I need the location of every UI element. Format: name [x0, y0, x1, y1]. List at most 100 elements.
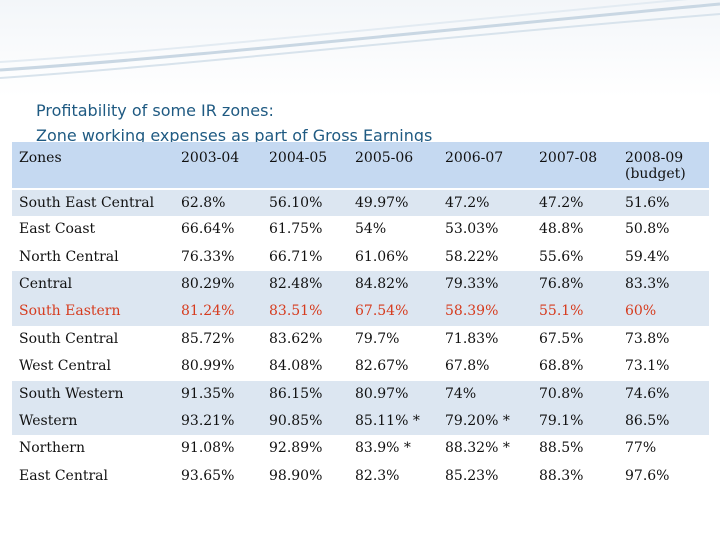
zone-name: Northern: [19, 440, 86, 457]
table-cell: 55.6%: [539, 248, 584, 265]
table-cell: 80.99%: [181, 358, 235, 375]
table-cell: 85.11% *: [355, 412, 420, 429]
table-cell: 80.29%: [181, 276, 235, 293]
table-row: East Central 93.65% 98.90% 82.3% 85.23% …: [12, 462, 709, 490]
table-cell: 83.9% *: [355, 440, 411, 457]
table-cell: 98.90%: [269, 467, 323, 484]
table-cell: 71.83%: [445, 330, 499, 347]
header-2006-07: 2006-07: [445, 150, 504, 166]
title-line-1: Profitability of some IR zones:: [36, 101, 274, 120]
table-cell: 47.2%: [445, 195, 490, 211]
table-row: South Western 91.35% 86.15% 80.97% 74% 7…: [12, 380, 709, 408]
table-cell: 74%: [445, 385, 477, 402]
table-row: Central 80.29% 82.48% 84.82% 79.33% 76.8…: [12, 271, 709, 299]
slide-title: Profitability of some IR zones: Zone wor…: [36, 98, 432, 148]
table-cell: 76.33%: [181, 248, 235, 265]
table-cell: 93.21%: [181, 412, 235, 429]
table-cell: 84.82%: [355, 276, 409, 293]
table-cell: 67.54%: [355, 303, 409, 320]
table-cell: 86.15%: [269, 385, 323, 402]
header-2003-04: 2003-04: [181, 150, 240, 166]
header-2005-06: 2005-06: [355, 150, 414, 166]
table-cell: 70.8%: [539, 385, 584, 402]
header-2004-05: 2004-05: [269, 150, 328, 166]
zone-name: South Western: [19, 385, 124, 402]
table-cell: 60%: [625, 303, 657, 320]
table-cell: 67.5%: [539, 330, 584, 347]
table-cell: 62.8%: [181, 195, 226, 211]
table-cell: 73.1%: [625, 358, 670, 375]
zone-name: East Coast: [19, 221, 96, 238]
table-cell: 68.8%: [539, 358, 584, 375]
table-cell: 59.4%: [625, 248, 670, 265]
table-cell: 53.03%: [445, 221, 499, 238]
zone-name: South Central: [19, 330, 119, 347]
zone-name: North Central: [19, 248, 119, 265]
table-cell: 82.3%: [355, 467, 400, 484]
table-cell: 79.7%: [355, 330, 400, 347]
table-row: South East Central 62.8% 56.10% 49.97% 4…: [12, 189, 709, 217]
zone-name: South Eastern: [19, 303, 121, 320]
table-cell: 88.3%: [539, 467, 584, 484]
table-cell: 85.23%: [445, 467, 499, 484]
table-cell: 91.35%: [181, 385, 235, 402]
table-cell: 79.33%: [445, 276, 499, 293]
table-header-row: Zones 2003-04 2004-05 2005-06 2006-07 20…: [12, 142, 709, 189]
table-cell: 90.85%: [269, 412, 323, 429]
table-cell: 81.24%: [181, 303, 235, 320]
table-row: Northern 91.08% 92.89% 83.9% * 88.32% * …: [12, 435, 709, 463]
table-cell: 91.08%: [181, 440, 235, 457]
table-cell: 73.8%: [625, 330, 670, 347]
zone-name: East Central: [19, 467, 108, 484]
decorative-swoosh: [0, 0, 720, 79]
zone-name: West Central: [19, 358, 111, 375]
table-cell: 76.8%: [539, 276, 584, 293]
table-cell: 77%: [625, 440, 657, 457]
profitability-table-container: Zones 2003-04 2004-05 2005-06 2006-07 20…: [12, 142, 709, 490]
zone-name: Central: [19, 276, 73, 293]
table-row: East Coast 66.64% 61.75% 54% 53.03% 48.8…: [12, 216, 709, 244]
table-cell: 50.8%: [625, 221, 670, 238]
header-2007-08: 2007-08: [539, 150, 598, 166]
header-zones: Zones: [19, 150, 62, 166]
table-cell: 49.97%: [355, 195, 409, 211]
table-row: Western 93.21% 90.85% 85.11% * 79.20% * …: [12, 407, 709, 436]
table-cell: 79.20% *: [445, 412, 510, 429]
table-cell: 88.32% *: [445, 440, 510, 457]
zone-name: Western: [19, 412, 78, 429]
table-cell: 86.5%: [625, 412, 670, 429]
table-cell: 56.10%: [269, 195, 323, 211]
table-cell: 82.48%: [269, 276, 323, 293]
table-cell: 82.67%: [355, 358, 409, 375]
table-cell: 66.71%: [269, 248, 323, 265]
table-cell: 55.1%: [539, 303, 584, 320]
table-cell: 54%: [355, 221, 387, 238]
table-cell: 93.65%: [181, 467, 235, 484]
table-cell: 61.06%: [355, 248, 409, 265]
table-row-highlighted: South Eastern 81.24% 83.51% 67.54% 58.39…: [12, 298, 709, 326]
header-2008-09: 2008-09 (budget): [625, 150, 686, 182]
table-cell: 83.3%: [625, 276, 670, 293]
table-cell: 83.51%: [269, 303, 323, 320]
zone-name: South East Central: [19, 195, 155, 211]
table-cell: 67.8%: [445, 358, 490, 375]
table-row: North Central 76.33% 66.71% 61.06% 58.22…: [12, 243, 709, 272]
table-cell: 58.39%: [445, 303, 499, 320]
table-cell: 85.72%: [181, 330, 235, 347]
table-cell: 58.22%: [445, 248, 499, 265]
table-cell: 80.97%: [355, 385, 409, 402]
table-cell: 74.6%: [625, 385, 670, 402]
table-cell: 97.6%: [625, 467, 670, 484]
table-cell: 83.62%: [269, 330, 323, 347]
table-cell: 61.75%: [269, 221, 323, 238]
table-cell: 92.89%: [269, 440, 323, 457]
profitability-table: Zones 2003-04 2004-05 2005-06 2006-07 20…: [12, 142, 709, 490]
table-cell: 48.8%: [539, 221, 584, 238]
table-cell: 79.1%: [539, 412, 584, 429]
table-cell: 47.2%: [539, 195, 584, 211]
table-row: West Central 80.99% 84.08% 82.67% 67.8% …: [12, 353, 709, 381]
title-line-2: Zone working expenses as part of Gross E…: [36, 126, 433, 145]
table-cell: 84.08%: [269, 358, 323, 375]
table-cell: 88.5%: [539, 440, 584, 457]
